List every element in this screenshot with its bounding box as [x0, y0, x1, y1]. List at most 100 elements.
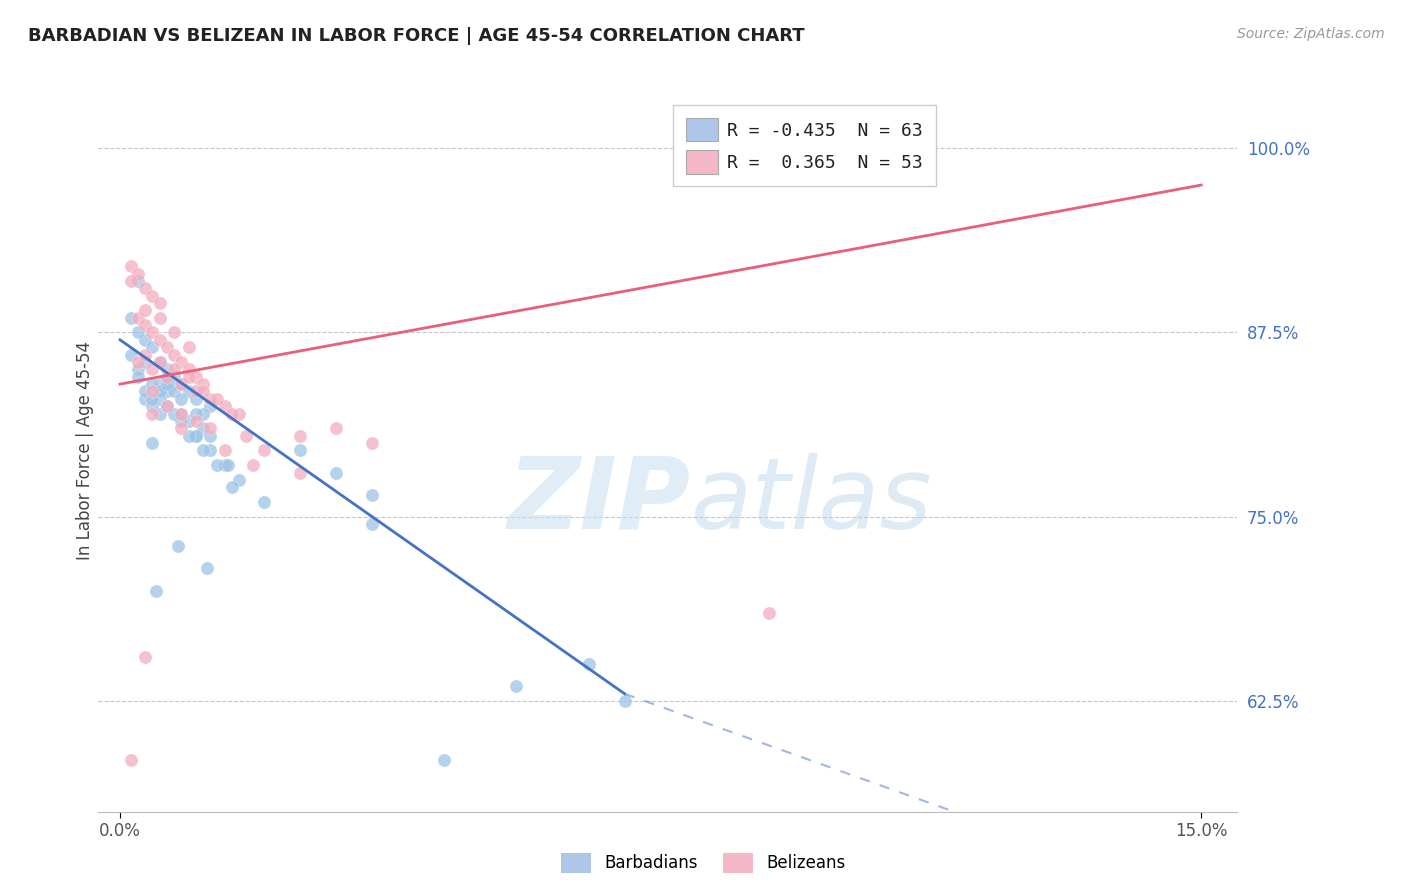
Point [134, 355, 156, 369]
Point [141, 340, 163, 354]
Point [120, 274, 142, 288]
Point [214, 458, 236, 473]
Point [149, 355, 172, 369]
Point [177, 340, 200, 354]
Point [290, 443, 312, 458]
Point [156, 369, 179, 384]
Point [228, 473, 250, 487]
Point [191, 443, 214, 458]
Point [127, 355, 149, 369]
Point [253, 443, 276, 458]
Point [214, 443, 236, 458]
Point [166, 539, 188, 553]
Point [156, 384, 179, 399]
Point [156, 340, 179, 354]
Point [156, 399, 179, 413]
Point [170, 407, 193, 421]
Point [120, 259, 142, 273]
Text: BARBADIAN VS BELIZEAN IN LABOR FORCE | AGE 45-54 CORRELATION CHART: BARBADIAN VS BELIZEAN IN LABOR FORCE | A… [28, 27, 804, 45]
Point [170, 355, 193, 369]
Point [134, 649, 156, 664]
Point [134, 281, 156, 295]
Point [163, 326, 186, 340]
Point [433, 753, 456, 767]
Point [221, 407, 243, 421]
Point [163, 362, 186, 376]
Point [134, 392, 156, 406]
Point [184, 428, 207, 442]
Point [290, 466, 312, 480]
Point [156, 399, 179, 413]
Point [198, 428, 221, 442]
Point [207, 392, 229, 406]
Point [361, 436, 384, 450]
Point [184, 369, 207, 384]
Point [253, 495, 276, 509]
Point [170, 414, 193, 428]
Point [177, 428, 200, 442]
Point [156, 369, 179, 384]
Point [134, 384, 156, 399]
Point [758, 606, 780, 620]
Point [141, 407, 163, 421]
Point [184, 407, 207, 421]
Point [214, 399, 236, 413]
Point [141, 436, 163, 450]
Point [235, 428, 257, 442]
Point [184, 428, 207, 442]
Point [191, 384, 214, 399]
Point [149, 392, 172, 406]
Point [127, 369, 149, 384]
Point [127, 310, 149, 325]
Point [156, 362, 179, 376]
Point [149, 296, 172, 310]
Point [163, 407, 186, 421]
Point [163, 348, 186, 362]
Point [134, 333, 156, 347]
Text: Source: ZipAtlas.com: Source: ZipAtlas.com [1237, 27, 1385, 41]
Point [149, 333, 172, 347]
Point [207, 458, 229, 473]
Point [325, 466, 347, 480]
Point [127, 362, 149, 376]
Point [141, 392, 163, 406]
Point [141, 362, 163, 376]
Point [198, 399, 221, 413]
Point [141, 384, 163, 399]
Point [120, 753, 142, 767]
Point [163, 377, 186, 392]
Point [184, 384, 207, 399]
Legend: R = -0.435  N = 63, R =  0.365  N = 53: R = -0.435 N = 63, R = 0.365 N = 53 [673, 105, 936, 186]
Point [177, 369, 200, 384]
Point [149, 355, 172, 369]
Point [134, 303, 156, 318]
Point [221, 480, 243, 494]
Point [177, 414, 200, 428]
Point [198, 421, 221, 435]
Point [578, 657, 600, 672]
Point [228, 407, 250, 421]
Point [149, 407, 172, 421]
Point [141, 399, 163, 413]
Point [217, 458, 239, 473]
Point [170, 407, 193, 421]
Point [613, 694, 636, 708]
Legend: Barbadians, Belizeans: Barbadians, Belizeans [554, 847, 852, 880]
Point [127, 267, 149, 281]
Point [361, 517, 384, 532]
Point [149, 384, 172, 399]
Point [191, 377, 214, 392]
Point [156, 377, 179, 392]
Point [290, 428, 312, 442]
Point [149, 310, 172, 325]
Point [191, 421, 214, 435]
Point [325, 421, 347, 435]
Point [198, 443, 221, 458]
Point [141, 288, 163, 302]
Point [120, 310, 142, 325]
Text: atlas: atlas [690, 452, 932, 549]
Point [134, 318, 156, 332]
Point [170, 421, 193, 435]
Point [198, 392, 221, 406]
Text: ZIP: ZIP [508, 452, 690, 549]
